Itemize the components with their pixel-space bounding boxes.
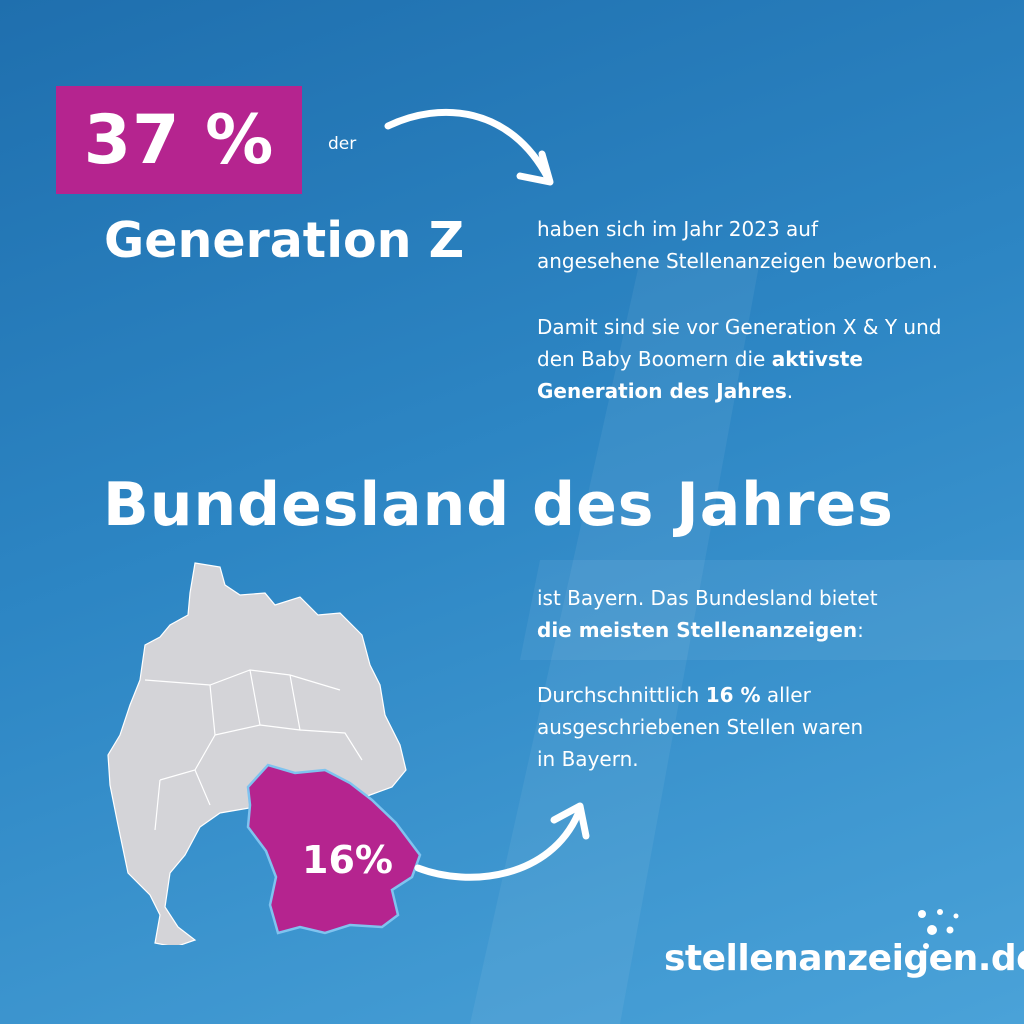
germany-map	[107, 562, 422, 945]
text-line: die meisten Stellenanzeigen:	[537, 614, 997, 646]
bold-segment: aktivste	[771, 347, 863, 371]
curved-arrow-icon	[384, 108, 554, 186]
text-segment: :	[857, 618, 864, 642]
bundesland-heading: Bundesland des Jahres	[103, 470, 894, 540]
text-segment: .	[786, 379, 794, 403]
text-line: den Baby Boomern die aktivste	[537, 343, 1007, 375]
bayern-intro: ist Bayern. Das Bundesland bietet die me…	[537, 582, 997, 646]
text-line: Durchschnittlich 16 % aller	[537, 679, 997, 711]
generation-heading: Generation Z	[104, 212, 465, 269]
curved-arrow-icon	[414, 802, 590, 881]
der-label: der	[328, 134, 357, 154]
text-segment: aller	[760, 683, 811, 707]
percent-highlight-box: 37 %	[56, 86, 302, 194]
bold-segment: Generation des Jahres	[537, 379, 787, 403]
text-line: in Bayern.	[537, 747, 639, 771]
logo-dots-icon	[918, 909, 959, 949]
bold-segment: die meisten Stellenanzeigen	[537, 618, 858, 642]
map-bayern	[246, 763, 422, 935]
text-line: Damit sind sie vor Generation X & Y und	[537, 315, 942, 339]
text-segment: den Baby Boomern die	[537, 347, 772, 371]
bayern-stat: Durchschnittlich 16 % aller ausgeschrieb…	[537, 679, 997, 775]
genz-description: haben sich im Jahr 2023 auf angesehene S…	[537, 213, 1007, 277]
text-line: ausgeschriebenen Stellen waren	[537, 715, 864, 739]
text-line: ist Bayern. Das Bundesland bietet	[537, 586, 878, 610]
map-borders	[144, 669, 363, 831]
text-segment: Durchschnittlich	[537, 683, 706, 707]
brand-logo: stellenanzeigen.de	[664, 938, 1024, 979]
text-line: Generation des Jahres.	[537, 375, 1007, 407]
text-line: haben sich im Jahr 2023 auf	[537, 217, 819, 241]
text-line: angesehene Stellenanzeigen beworben.	[537, 249, 939, 273]
map-germany-outline	[107, 562, 407, 945]
percent-value: 37 %	[83, 100, 275, 180]
genz-conclusion: Damit sind sie vor Generation X & Y und …	[537, 311, 1007, 407]
bold-segment: 16 %	[705, 683, 761, 707]
bayern-percent-label: 16%	[302, 838, 393, 882]
